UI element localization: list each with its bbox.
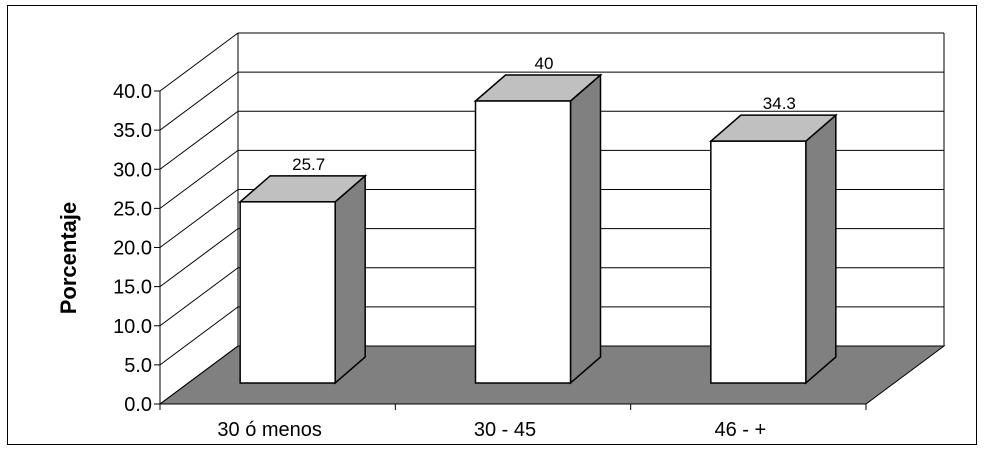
x-tick-label-1: 30 - 45	[474, 419, 536, 441]
y-tick-label: 0.0	[124, 394, 152, 416]
data-label-0: 25.7	[292, 155, 325, 174]
side-wall-gridline	[159, 71, 239, 131]
y-tick-label: 15.0	[113, 277, 152, 299]
side-wall-gridline	[159, 228, 239, 288]
side-wall-gridline	[159, 32, 239, 92]
y-tick-label: 25.0	[113, 198, 152, 220]
x-tick-label-2: 46 - +	[714, 419, 766, 441]
side-wall-gridline	[159, 149, 239, 209]
x-tick-label-0: 30 ó menos	[217, 419, 322, 441]
bar-side-0	[334, 174, 366, 385]
bar-2	[710, 140, 807, 384]
bar-0	[239, 201, 336, 384]
y-tick-label: 40.0	[113, 81, 152, 103]
bar-side-1	[569, 73, 602, 385]
side-wall-gridline	[159, 110, 239, 170]
data-label-2: 34.3	[763, 94, 796, 113]
y-tick-label: 5.0	[124, 355, 152, 377]
side-wall-gridline	[159, 267, 239, 327]
y-axis-title: Porcentaje	[56, 202, 81, 315]
bar-side-2	[805, 113, 837, 385]
y-tick-label: 30.0	[113, 159, 152, 181]
side-wall-gridline	[159, 189, 239, 248]
y-tick-label: 10.0	[113, 316, 152, 338]
side-wall-gridline	[159, 345, 239, 405]
y-tick-label: 35.0	[113, 120, 152, 142]
side-wall-gridline	[159, 306, 239, 366]
bar-1	[474, 100, 572, 384]
data-label-1: 40	[535, 54, 554, 73]
y-tick-label: 20.0	[113, 238, 152, 260]
